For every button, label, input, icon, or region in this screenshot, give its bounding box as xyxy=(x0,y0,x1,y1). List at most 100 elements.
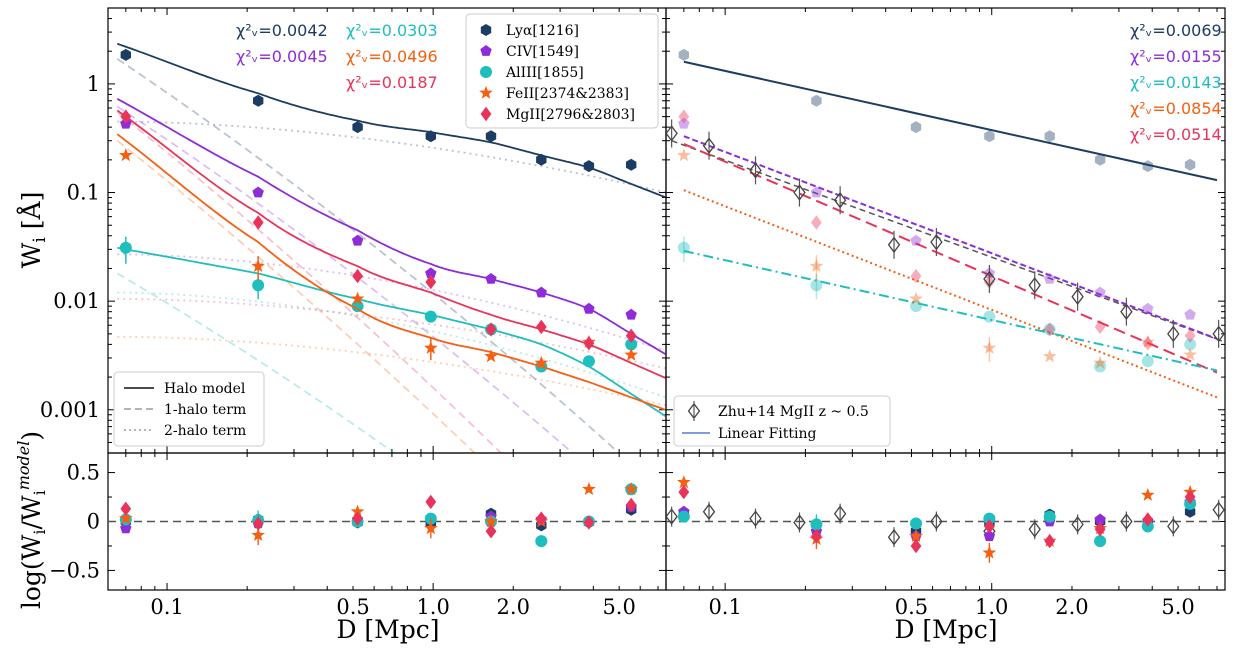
legend-marker-lya xyxy=(480,24,492,36)
right-top-panel: χ²ᵥ=0.0069 χ²ᵥ=0.0155 χ²ᵥ=0.0143 χ²ᵥ=0.0854… xyxy=(665,7,1226,454)
left-top-panel: 0.001 0.01 0.1 1 χ²ᵥ=0.0042 χ²ᵥ=0.0045 χ²ᵥ=0.0… xyxy=(40,7,667,454)
point-faded-aliii xyxy=(910,300,923,313)
chi2-label: χ²ᵥ=0.0042 xyxy=(236,21,328,40)
point-faded-feii xyxy=(1093,355,1107,369)
linear-fit-lya xyxy=(683,60,1218,182)
point-aliii xyxy=(424,310,437,323)
residual-aliii xyxy=(1094,535,1107,548)
residual-feii xyxy=(484,514,498,528)
zhu-point xyxy=(983,270,996,288)
legend-label-lya: Lyα[1216] xyxy=(506,23,579,39)
zhu-residual xyxy=(702,503,716,520)
point-faded-lya xyxy=(1184,158,1196,171)
point-mgii xyxy=(252,215,264,230)
chi2-label: χ²ᵥ=0.0496 xyxy=(346,47,438,66)
residual-mgii xyxy=(1184,489,1196,505)
zhu-fit-line xyxy=(671,140,1223,342)
point-faded-civ xyxy=(810,186,823,198)
two-halo-lya xyxy=(117,120,666,194)
y-axis-title-top: Wi [Å] xyxy=(16,192,50,269)
point-civ xyxy=(425,267,437,279)
y-tick-label: 0 xyxy=(87,510,100,534)
zhu-point xyxy=(793,184,806,201)
residual-aliii xyxy=(1043,510,1056,523)
point-lya xyxy=(253,94,264,107)
point-faded-mgii xyxy=(1094,319,1106,335)
left-top-plot-area xyxy=(116,42,666,453)
zhu-point xyxy=(887,236,901,254)
point-faded-lya xyxy=(1142,160,1153,173)
residual-mgii xyxy=(485,524,497,539)
point-mgii xyxy=(352,268,363,284)
y-tick-label: 0.5 xyxy=(67,461,100,485)
point-faded-mgii xyxy=(678,109,690,124)
point-faded-civ xyxy=(1142,302,1154,314)
legend-label-mgii: MgII[2796&2803] xyxy=(506,107,635,123)
residual-feii xyxy=(982,545,997,559)
point-civ xyxy=(535,286,547,298)
chi2-label: χ²ᵥ=0.0155 xyxy=(1130,47,1222,66)
zhu-point xyxy=(1028,277,1041,294)
point-feii xyxy=(350,291,365,305)
point-faded-feii xyxy=(982,340,997,354)
zhu-residual xyxy=(749,510,762,527)
model-legend-label: Halo model xyxy=(164,381,246,397)
chi2-label: χ²ᵥ=0.0187 xyxy=(346,73,438,92)
legend-marker-aliii xyxy=(480,66,492,78)
point-faded-lya xyxy=(984,130,995,143)
linear-fit-civ xyxy=(683,135,1218,340)
right-top-plot-area xyxy=(666,48,1225,399)
point-faded-mgii xyxy=(1044,322,1056,337)
point-feii xyxy=(484,349,498,363)
residual-feii xyxy=(677,475,691,489)
point-faded-civ xyxy=(1094,286,1106,298)
residual-feii xyxy=(624,482,638,495)
point-civ xyxy=(583,302,595,314)
legend-marker-mgii xyxy=(480,106,492,122)
x-tick-label: 5.0 xyxy=(1161,595,1194,619)
zhu-residual xyxy=(887,528,901,546)
two-halo-mgii xyxy=(117,298,666,370)
zhu-point xyxy=(1071,288,1084,305)
y-tick-label: 0.1 xyxy=(67,181,100,205)
point-mgii xyxy=(583,336,595,351)
point-lya xyxy=(425,130,436,143)
point-feii xyxy=(251,259,265,272)
point-mgii xyxy=(625,328,637,343)
x-tick-label: 2.0 xyxy=(1055,595,1088,619)
point-lya xyxy=(583,160,595,173)
residual-aliii xyxy=(677,510,690,523)
residual-mgii xyxy=(625,497,637,513)
residual-feii xyxy=(251,528,265,541)
residual-mgii xyxy=(583,515,595,530)
point-lya xyxy=(626,158,637,171)
point-faded-aliii xyxy=(1043,323,1056,336)
x-tick-label: 0.5 xyxy=(336,595,369,619)
zhu-point xyxy=(666,125,678,142)
legend-label-feii: FeII[2374&2383] xyxy=(506,86,629,102)
legend-marker-civ xyxy=(480,45,492,56)
point-lya xyxy=(536,153,547,166)
halo-model-mgii xyxy=(116,109,666,379)
legend-fit-label: Linear Fitting xyxy=(718,426,817,442)
chi2-label: χ²ᵥ=0.0143 xyxy=(1130,73,1222,92)
residual-mgii xyxy=(252,516,264,531)
residual-aliii xyxy=(535,535,548,548)
residual-plot-area xyxy=(666,475,1225,563)
residual-mgii xyxy=(984,519,995,534)
residual-plot-area xyxy=(108,482,666,548)
point-lya xyxy=(120,48,131,61)
residual-civ xyxy=(983,530,996,541)
y-tick-label: 1 xyxy=(87,72,100,96)
x-tick-label: 0.1 xyxy=(708,595,741,619)
halo-model-lya xyxy=(116,42,666,199)
one-halo-feii xyxy=(116,139,476,453)
point-civ xyxy=(485,273,497,284)
halo-model-feii xyxy=(116,133,666,411)
linear-fit-mgii xyxy=(683,143,1218,374)
right-bottom-panel: 0.1 0.5 1.0 2.0 5.0 xyxy=(665,452,1226,619)
point-faded-feii xyxy=(1183,347,1197,361)
y-tick-label: 0.001 xyxy=(40,398,100,422)
point-faded-lya xyxy=(910,121,922,134)
